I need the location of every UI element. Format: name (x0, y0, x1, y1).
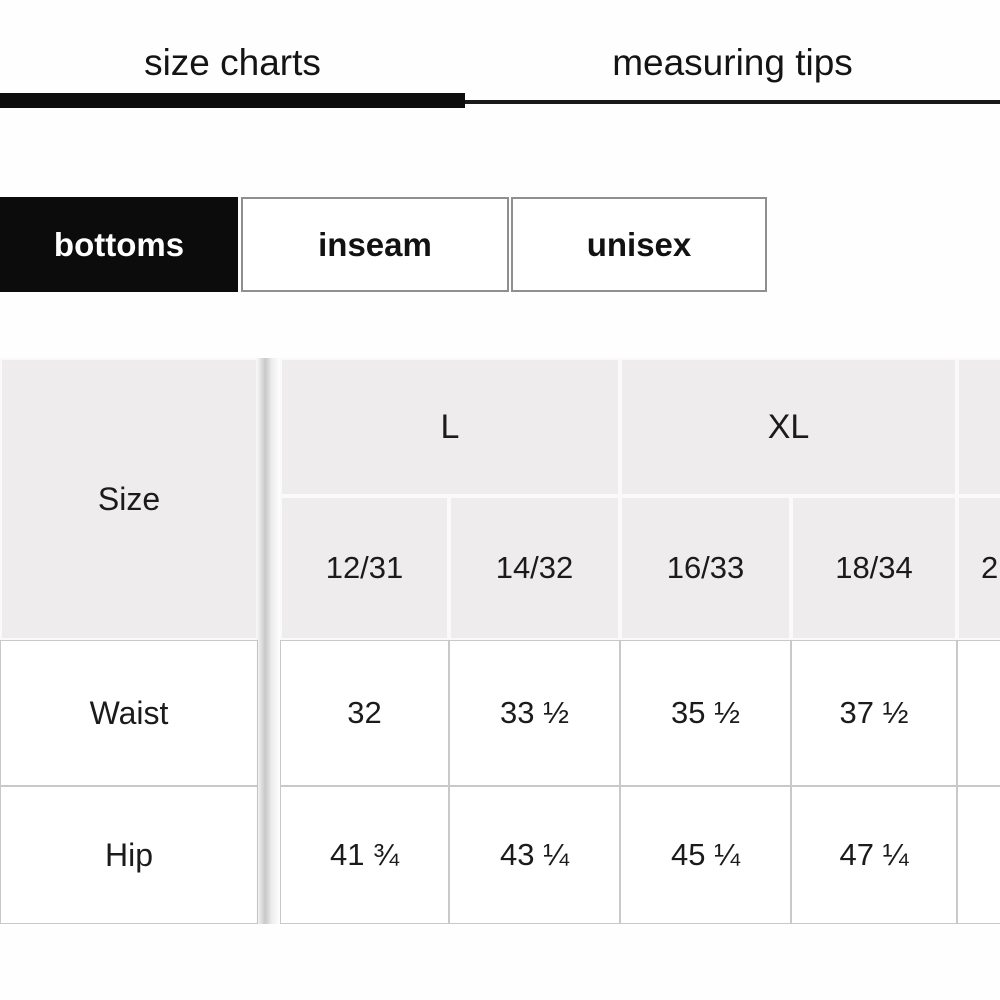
tab-measuring-tips[interactable]: measuring tips (612, 42, 853, 83)
sub-size-header: 12/31 (280, 496, 449, 640)
row-label-hip: Hip (0, 786, 258, 924)
hip-value: 41 ¾ (280, 786, 449, 924)
sub-size-header: 16/33 (620, 496, 791, 640)
sub-size-header: 14/32 (449, 496, 620, 640)
hip-value: 47 ¼ (791, 786, 957, 924)
category-button-bottoms[interactable]: bottoms (0, 197, 238, 292)
size-group-header-partial (957, 358, 1000, 496)
sub-size-header-partial: 2 (957, 496, 1000, 640)
waist-value: 35 ½ (620, 640, 791, 786)
tab-bar-rule (0, 100, 1000, 104)
active-tab-indicator (0, 93, 465, 108)
row-label-waist: Waist (0, 640, 258, 786)
waist-value: 32 (280, 640, 449, 786)
size-group-header-l: L (280, 358, 620, 496)
sub-size-header: 18/34 (791, 496, 957, 640)
size-corner-header: Size (0, 358, 258, 640)
waist-value: 33 ½ (449, 640, 620, 786)
tab-size-charts[interactable]: size charts (144, 42, 321, 83)
category-button-unisex[interactable]: unisex (511, 197, 767, 292)
tab-bar: size charts measuring tips (0, 0, 1000, 110)
waist-value-partial (957, 640, 1000, 786)
hip-value-partial (957, 786, 1000, 924)
hip-value: 43 ¼ (449, 786, 620, 924)
size-group-header-xl: XL (620, 358, 957, 496)
waist-value: 37 ½ (791, 640, 957, 786)
category-button-inseam[interactable]: inseam (241, 197, 509, 292)
size-chart-table[interactable]: Size L XL 12/31 14/32 16/33 18/34 2 Wais… (0, 358, 1000, 924)
hip-value: 45 ¼ (620, 786, 791, 924)
